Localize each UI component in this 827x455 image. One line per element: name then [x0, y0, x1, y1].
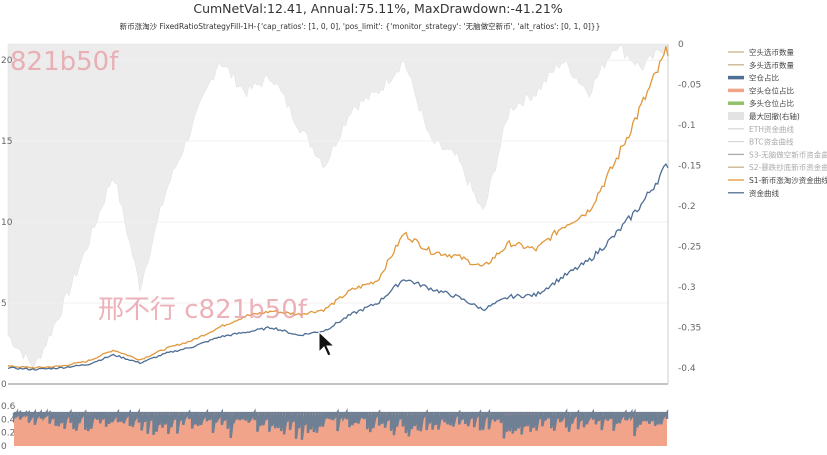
sub-y-tick-label: 0.6	[1, 402, 16, 412]
series-line-s1	[7, 46, 669, 370]
axes: 0 5 10 15 20 0 -0.05 -0.1 -0.15 -0.2 -0.25 -0.3 -0.3…	[1, 40, 701, 390]
watermark-top: 821b50f	[10, 47, 119, 77]
mouse-cursor-icon	[318, 330, 336, 357]
legend-label: BTC资金曲线	[749, 137, 794, 147]
legend-item[interactable]: 资金曲线	[728, 188, 779, 198]
legend-label: 资金曲线	[749, 188, 779, 198]
drawdown-area	[7, 43, 669, 370]
legend-label: 空仓占比	[749, 73, 779, 83]
legend-item[interactable]: S3-无脑做空新币资金曲线	[728, 149, 827, 159]
y-left-tick-label: 20	[1, 56, 13, 66]
y-right-tick-label: -0.25	[678, 242, 701, 252]
y-left-tick-label: 10	[1, 218, 13, 228]
legend-item[interactable]: 空仓占比	[728, 73, 779, 83]
y-left-tick-label: 0	[1, 380, 7, 390]
y-right-tick-label: 0	[678, 40, 684, 50]
legend-label: 空头仓位占比	[749, 85, 794, 95]
legend-label: 多头选币数量	[749, 60, 794, 70]
equity-lines-group	[7, 46, 669, 371]
sub-y-tick-label: 0	[1, 442, 7, 451]
legend-label: 多头仓位占比	[749, 98, 794, 108]
y-right-tick-label: -0.1	[678, 121, 696, 131]
chart-title: CumNetVal:12.41, Annual:75.11%, MaxDrawd…	[193, 1, 562, 16]
legend-item[interactable]: 多头仓位占比	[728, 98, 794, 108]
y-right-tick-label: -0.15	[678, 161, 701, 171]
sub-y-tick-label: 0.4	[1, 415, 16, 425]
series-line-equity	[7, 162, 669, 371]
sub-y-tick-label: 0.2	[1, 429, 15, 439]
y-left-tick-label: 5	[1, 299, 7, 309]
legend-item[interactable]: BTC资金曲线	[728, 137, 794, 147]
legend-item[interactable]: ETH资金曲线	[728, 124, 794, 134]
legend-label: ETH资金曲线	[749, 124, 794, 134]
legend-item[interactable]: 空头选币数量	[728, 47, 794, 57]
legend-label: S2-暴跌抄底新币资金曲线	[749, 162, 827, 172]
watermark-middle: 邢不行 c821b50f	[98, 295, 308, 325]
chart-subtitle: 新币涨淘沙 FixedRatioStrategyFill-1H-{'cap_ra…	[120, 21, 601, 31]
legend-label: S3-无脑做空新币资金曲线	[749, 149, 827, 159]
y-right-tick-label: -0.35	[678, 323, 701, 333]
legend-item[interactable]: 空头仓位占比	[728, 85, 794, 95]
y-right-tick-label: -0.3	[678, 283, 696, 293]
legend-label: S1-新币涨淘沙资金曲线	[749, 175, 827, 185]
y-right-tick-label: -0.4	[678, 364, 696, 374]
legend-label: 空头选币数量	[749, 47, 794, 57]
legend-label: 最大回撤(右轴)	[749, 111, 800, 121]
legend-item[interactable]: 最大回撤(右轴)	[728, 111, 800, 121]
drawdown-area-group	[7, 43, 669, 370]
y-left-tick-label: 15	[1, 137, 12, 147]
position-ratio-subplot: 0 0.2 0.4 0.6	[1, 402, 669, 452]
y-right-tick-label: -0.05	[678, 80, 701, 90]
legend-item[interactable]: S2-暴跌抄底新币资金曲线	[728, 162, 827, 172]
legend-item[interactable]: S1-新币涨淘沙资金曲线	[728, 175, 827, 185]
y-right-tick-label: -0.2	[678, 202, 696, 212]
legend-item[interactable]: 多头选币数量	[728, 60, 794, 70]
empty-position-band	[12, 408, 669, 440]
legend-swatch	[728, 112, 744, 120]
